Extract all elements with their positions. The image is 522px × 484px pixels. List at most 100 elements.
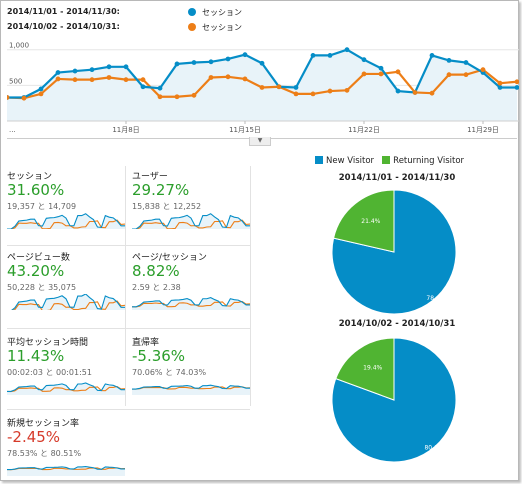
data-point-current[interactable] [395,88,401,94]
data-point-previous[interactable] [174,94,180,100]
sparkline-current [132,384,250,390]
sparkline-previous [132,300,250,308]
metric-label: ページビュー数 [7,253,70,263]
metric-change: 31.60% [7,181,65,199]
data-point-current[interactable] [327,53,333,58]
data-point-previous[interactable] [208,75,214,80]
data-point-current[interactable] [344,47,350,53]
legend-metric-previous: セッション [202,23,242,32]
data-point-previous[interactable] [276,84,282,90]
tile-divider [125,166,126,406]
pie-legend: New Visitor Returning Visitor [315,156,464,166]
data-point-current[interactable] [429,53,435,58]
pie-slice-label: 78.6% [426,295,445,302]
metric-compare: 19,357 と 14,709 [7,202,77,211]
x-tick-label: 11月15日 [229,126,261,134]
data-point-previous[interactable] [497,80,503,86]
data-point-previous[interactable] [412,90,418,95]
data-point-current[interactable] [123,64,129,70]
data-point-current[interactable] [157,85,163,91]
data-point-current[interactable] [446,57,452,63]
data-point-current[interactable] [38,86,44,92]
tile-divider [7,245,250,246]
sparkline [7,465,125,476]
x-tick-label: 11月22日 [348,126,380,134]
pie-slice-returning-visitor[interactable] [335,337,395,401]
metric-label: ページ/セッション [132,253,207,263]
data-point-previous[interactable] [463,72,469,78]
data-point-previous[interactable] [38,91,44,97]
data-point-previous[interactable] [242,76,248,82]
data-point-previous[interactable] [378,71,384,77]
data-point-previous[interactable] [157,94,163,100]
data-point-previous[interactable] [327,88,333,94]
pie-chart-current[interactable]: 78.6% 21.4% [329,187,459,317]
data-point-previous[interactable] [106,75,112,80]
metric-tile-new-session-rate[interactable]: 新規セッション率 -2.45% 78.53% と 80.51% [7,416,125,484]
data-point-previous[interactable] [55,76,61,82]
tile-divider [7,328,250,329]
data-point-current[interactable] [463,60,469,65]
data-point-previous[interactable] [293,91,299,97]
data-point-previous[interactable] [361,71,367,77]
data-point-current[interactable] [378,65,384,71]
data-point-previous[interactable] [429,90,435,96]
data-point-current[interactable] [208,59,214,65]
pie-slice-label: 19.4% [363,364,382,371]
data-point-previous[interactable] [21,95,27,101]
data-point-previous[interactable] [480,67,486,73]
metric-tile-avg-session-duration[interactable]: 平均セッション時間 11.43% 00:02:03 と 00:01:51 [7,335,125,413]
pie-slice-label: 80.6% [424,445,443,452]
data-point-previous[interactable] [123,77,129,83]
metric-tile-pageviews[interactable]: ページビュー数 43.20% 50,228 と 35,075 [7,250,125,328]
data-point-current[interactable] [191,60,197,65]
data-point-current[interactable] [174,61,180,67]
data-point-current[interactable] [225,56,231,62]
data-point-previous[interactable] [446,72,452,78]
sparkline-area [7,294,125,310]
sessions-line-chart[interactable]: 1,000 500... 11月8日 11月15日 11月22日 11月29日 [7,33,519,139]
data-point-previous[interactable] [191,92,197,98]
sparkline-current [132,297,250,308]
data-point-current[interactable] [497,85,503,90]
metric-compare: 00:02:03 と 00:01:51 [7,368,92,377]
metric-tile-pages-per-session[interactable]: ページ/セッション 8.82% 2.59 と 2.38 [132,250,250,328]
data-point-previous[interactable] [259,85,265,90]
metric-change: 43.20% [7,262,65,280]
data-point-current[interactable] [89,67,95,73]
data-point-previous[interactable] [395,69,401,75]
data-point-previous[interactable] [89,77,95,83]
data-point-previous[interactable] [225,74,231,80]
data-point-current[interactable] [310,53,316,58]
data-point-current[interactable] [514,85,519,90]
metric-change: -5.36% [132,347,186,365]
data-point-current[interactable] [293,85,299,90]
pie-slice-returning-visitor[interactable] [332,189,395,253]
metric-tile-users[interactable]: ユーザー 29.27% 15,838 と 12,252 [132,169,250,247]
metric-tile-bounce-rate[interactable]: 直帰率 -5.36% 70.06% と 74.03% [132,335,250,413]
data-point-previous[interactable] [344,87,350,93]
data-point-current[interactable] [72,68,78,74]
metric-change: -2.45% [7,428,61,446]
data-point-previous[interactable] [514,79,519,85]
data-point-current[interactable] [259,60,265,66]
data-point-previous[interactable] [310,91,316,97]
data-point-current[interactable] [361,57,367,63]
data-point-current[interactable] [55,70,61,75]
y-tick-label: 1,000 [9,42,29,50]
sparkline-area [7,213,125,229]
pie-chart-previous[interactable]: 80.6% 19.4% [329,335,459,465]
data-point-current[interactable] [140,84,146,90]
data-point-previous[interactable] [72,77,78,83]
collapse-chart-toggle[interactable]: ▼ [249,137,271,146]
sparkline [7,213,125,229]
pie-title-previous: 2014/10/02 - 2014/10/31 [338,319,456,329]
sparkline-previous [132,219,250,229]
metric-tile-sessions[interactable]: セッション 31.60% 19,357 と 14,709 [7,169,125,247]
data-point-previous[interactable] [140,77,146,83]
data-point-previous[interactable] [7,95,10,100]
data-point-current[interactable] [242,52,248,58]
sparkline-area [132,297,250,310]
data-point-current[interactable] [106,64,112,70]
metric-label: 平均セッション時間 [7,338,89,348]
